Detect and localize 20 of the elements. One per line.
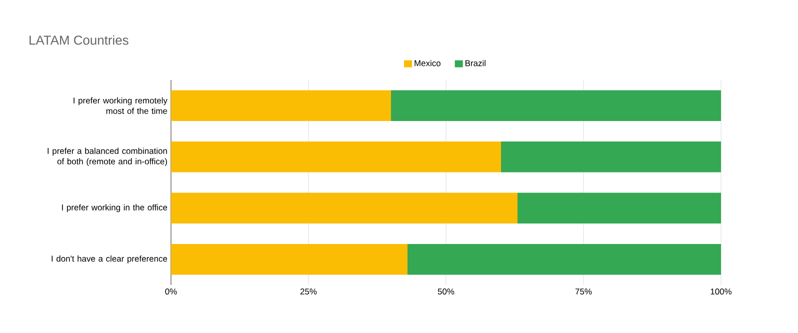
bar [171, 90, 392, 121]
x-tick-label: 0% [165, 288, 177, 295]
y-tick-label: I prefer working in the office [62, 204, 168, 212]
chart-title: LATAM Countries [30, 35, 128, 45]
y-tick-label: I prefer working remotely most of the time [74, 97, 168, 114]
bar [501, 142, 722, 172]
x-tick-label: 75% [575, 288, 592, 294]
x-tick-label: 100% [710, 288, 732, 295]
bar [518, 192, 722, 224]
y-tick-label: I prefer a balanced combination of both (remote and in-office) [48, 148, 167, 166]
bar [391, 90, 722, 121]
legend-label: Brazil [466, 60, 486, 66]
bar [408, 244, 722, 275]
y-tick-label: I don't have a clear preference [52, 255, 168, 264]
x-tick-label: 25% [300, 288, 317, 295]
legend-label: Mexico [414, 60, 440, 66]
x-tick-label: 50% [438, 288, 454, 295]
bar [171, 192, 518, 224]
bar [171, 244, 408, 275]
bar [171, 142, 502, 172]
